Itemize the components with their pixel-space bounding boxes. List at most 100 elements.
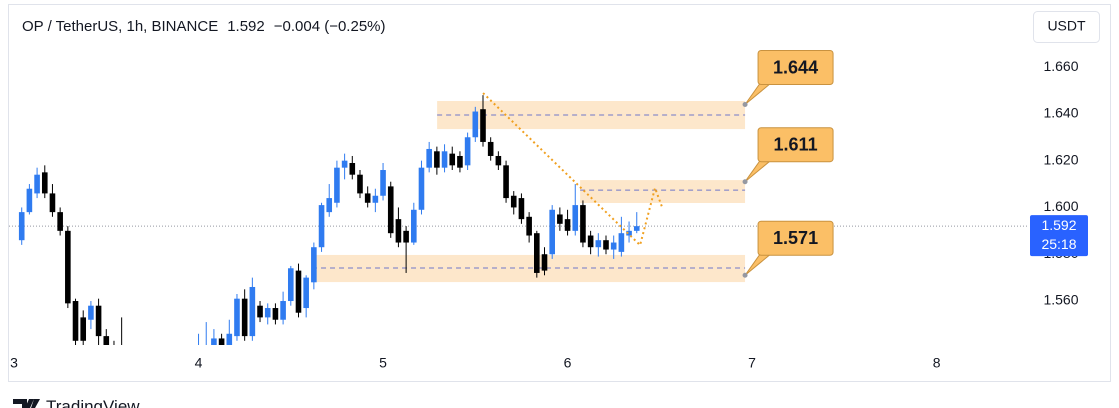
candle-body: [395, 219, 402, 243]
y-tick-label: 1.560: [1043, 292, 1078, 308]
candle-body: [18, 212, 25, 241]
candle-body: [34, 174, 40, 194]
candle-body: [503, 165, 509, 199]
candle-body: [103, 336, 110, 345]
callout-label: 1.611: [774, 134, 818, 154]
candle-body: [318, 205, 325, 248]
x-tick-label: 3: [10, 355, 18, 371]
candle-body: [564, 219, 571, 231]
candle-body: [65, 230, 71, 304]
candle-body: [449, 153, 456, 166]
brand-name: TradingView: [46, 397, 140, 408]
brand-logo: TradingView: [13, 397, 140, 408]
candle-body: [72, 301, 79, 341]
candle-body: [411, 209, 417, 243]
candle-body: [457, 155, 463, 168]
candle-body: [626, 230, 632, 236]
chart-frame: [8, 4, 1111, 382]
candle-body: [464, 137, 471, 166]
x-tick-label: 6: [564, 355, 572, 371]
candle-body: [357, 174, 363, 194]
candle-body: [403, 230, 409, 243]
callout-dot: [742, 102, 748, 108]
x-tick-label: 5: [379, 355, 387, 371]
candle-body: [234, 298, 240, 337]
plot-area: [9, 92, 1027, 345]
symbol: OP / TetherUS, 1h, BINANCE: [22, 18, 218, 35]
candle-body: [334, 167, 340, 203]
candle-body: [49, 193, 56, 213]
callout-label: 1.571: [773, 228, 818, 248]
candle-body: [434, 151, 440, 168]
candle-body: [295, 270, 302, 313]
candle-body: [603, 240, 609, 250]
candle-body: [303, 277, 309, 309]
callout-dot: [742, 179, 748, 185]
y-tick-label: 1.640: [1043, 105, 1078, 121]
candle-body: [572, 205, 579, 231]
candle-body: [211, 338, 217, 345]
candle-body: [534, 233, 540, 273]
candle-body: [441, 151, 448, 168]
callout-box: [757, 127, 834, 163]
candle-body: [487, 141, 494, 156]
candle-body: [526, 216, 532, 236]
candle-body: [495, 155, 502, 166]
candle-body: [280, 301, 286, 320]
candle-body: [480, 109, 486, 142]
candle-body: [364, 193, 371, 203]
candle-body: [226, 333, 233, 345]
logo-mark: [13, 399, 40, 408]
x-tick-label: 8: [933, 355, 941, 371]
candle-body: [287, 268, 294, 302]
currency-button[interactable]: [1033, 11, 1100, 43]
countdown-label: 25:18: [1041, 236, 1076, 252]
candle-body: [80, 317, 87, 341]
candle-body: [387, 186, 394, 234]
candle-body: [587, 235, 594, 248]
candle-body: [249, 286, 256, 337]
candle-body: [580, 205, 586, 243]
candle-body: [88, 305, 94, 320]
callout-box: [757, 50, 834, 86]
candle-body: [380, 170, 386, 196]
candle-body: [41, 172, 48, 194]
y-tick-label: 1.600: [1043, 198, 1078, 214]
candle-body: [595, 240, 602, 248]
candle-body: [272, 308, 279, 320]
candle-body: [510, 195, 517, 208]
last-price-box: [1030, 215, 1088, 257]
candle-body: [326, 198, 333, 213]
candle-body: [472, 111, 479, 138]
currency-label[interactable]: USDT: [1047, 18, 1086, 34]
candle-body: [541, 254, 548, 271]
callout-label: 1.644: [773, 57, 818, 77]
candle-body: [95, 305, 102, 337]
header-change: −0.004 (−0.25%): [274, 18, 386, 35]
candle-body: [241, 298, 248, 337]
callout-dot: [742, 272, 748, 278]
candle-body: [26, 188, 33, 213]
candle-body: [264, 308, 271, 318]
x-tick-label: 7: [748, 355, 756, 371]
candle-body: [57, 212, 63, 231]
callout-box: [757, 220, 834, 256]
candle-body: [426, 148, 432, 168]
candle-body: [557, 214, 563, 224]
candle-body: [518, 198, 525, 220]
candle-body: [549, 209, 555, 255]
candle-body: [418, 167, 425, 210]
candle-body: [372, 195, 379, 203]
candle-body: [311, 247, 317, 283]
candle-body: [257, 305, 263, 318]
candle-body: [633, 226, 640, 231]
candle-body: [218, 338, 225, 345]
y-tick-label: 1.660: [1043, 58, 1078, 74]
candle-body: [349, 162, 356, 175]
zone: [580, 180, 746, 203]
y-tick-label: 1.620: [1043, 151, 1078, 167]
header-price: 1.592: [227, 18, 265, 35]
candle-body: [610, 242, 617, 250]
